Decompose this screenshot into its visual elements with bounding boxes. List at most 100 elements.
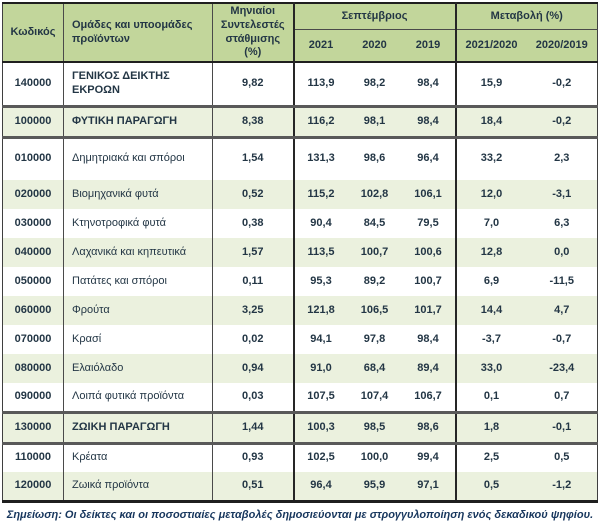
cell-change-2021-2020: 33,2 [480,152,503,165]
cell-weight: 9,82 [212,62,295,106]
header-year-2019: 2019 [401,29,457,62]
header-change-2021-2020: 2021/2020 [455,29,527,62]
cell-change-2020-2019: -0,2 [552,76,572,89]
cell-code: 040000 [2,238,64,267]
cell-sept-2020: 84,5 [363,216,386,229]
cell-sept-2020: 98,5 [347,412,402,443]
cell-sept-2021: 90,4 [310,216,332,229]
table-row: 010000 Δημητριακά και σπόροι 1,54 131,3 … [2,137,598,180]
cell-sept-2020: 98,6 [363,152,386,165]
cell-product-group: Ζωικά προϊόντα [63,472,213,501]
cell-change-2020-2019: -23,4 [526,354,598,383]
cell-product-group: Κτηνοτροφικά φυτά [63,209,213,238]
cell-code: 060000 [2,296,64,325]
cell-code: 030000 [2,209,64,238]
cell-change-2020-2019: 0,5 [554,451,570,464]
cell-weight: 1,54 [212,137,295,180]
cell-sept-2019: 100,6 [401,238,457,267]
cell-change-2020-2019: -0,7 [552,332,572,345]
cell-weight: 0,38 [212,209,295,238]
table-row: 140000 ΓΕΝΙΚΟΣ ΔΕΙΚΤΗΣ ΕΚΡΟΩΝ 9,82 113,9… [2,62,598,106]
cell-product-group: ΦΥΤΙΚΗ ΠΑΡΑΓΩΓΗ [63,106,213,137]
cell-change-2021-2020: 18,4 [455,106,527,137]
cell-change-2020-2019: -1,2 [526,472,598,501]
cell-code: 140000 [2,62,64,106]
table-row: 100000 ΦΥΤΙΚΗ ΠΑΡΑΓΩΓΗ 8,38 116,2 98,1 9… [2,106,598,137]
header-change-group: Μεταβολή (%) [455,3,598,31]
cell-code: 010000 [2,137,64,180]
cell-product-group: Δημητριακά και σπόροι [63,137,213,180]
cell-sept-2019: 97,1 [401,472,457,501]
cell-weight: 0,11 [212,267,295,296]
cell-weight: 0,51 [212,472,295,501]
cell-change-2021-2020: 6,9 [483,274,500,287]
table-body: 140000 ΓΕΝΙΚΟΣ ΔΕΙΚΤΗΣ ΕΚΡΟΩΝ 9,82 113,9… [2,62,598,501]
cell-code: 070000 [2,325,64,354]
cell-product-group: Ελαιόλαδο [63,354,213,383]
cell-sept-2020: 89,2 [363,274,386,287]
cell-change-2021-2020: 2,5 [483,451,500,464]
cell-sept-2020: 97,8 [363,332,386,345]
cell-weight: 0,52 [212,180,295,209]
cell-sept-2021: 113,9 [307,76,335,89]
cell-sept-2019: 96,4 [401,137,457,180]
cell-change-2021-2020: 12,8 [455,238,527,267]
cell-sept-2020: 100,0 [360,451,389,464]
table-header: Κωδικός Ομάδες και υποομάδες προϊόντων Μ… [2,3,598,62]
cell-code: 110000 [2,443,64,472]
cell-product-group: ΖΩΙΚΗ ΠΑΡΑΓΩΓΗ [63,412,213,443]
cell-product-group: Πατάτες και σπόροι [63,267,213,296]
table-row: 060000 Φρούτα 3,25 121,8 106,5 101,7 14,… [2,296,598,325]
cell-sept-2021: 115,2 [293,180,348,209]
cell-sept-2019: 106,1 [401,180,457,209]
cell-change-2021-2020: 33,0 [455,354,527,383]
cell-change-2020-2019: -3,1 [526,180,598,209]
cell-product-group: Λοιπά φυτικά προϊόντα [63,383,213,412]
header-september-group: Σεπτέμβριος [293,3,457,31]
output-price-index-table: Κωδικός Ομάδες και υποομάδες προϊόντων Μ… [2,2,598,503]
cell-change-2021-2020: 15,9 [480,76,503,89]
cell-code: 130000 [2,412,64,443]
table-row: 110000 Κρέατα 0,93 102,5 100,0 99,4 2,5 … [2,443,598,472]
cell-change-2020-2019: 4,7 [526,296,598,325]
cell-sept-2019: 79,5 [401,209,457,238]
cell-code: 090000 [2,383,64,412]
cell-sept-2019: 89,4 [401,354,457,383]
cell-change-2021-2020: 0,1 [483,389,500,402]
cell-sept-2019: 98,4 [401,325,457,354]
cell-change-2020-2019: -11,5 [549,274,574,287]
cell-sept-2021: 91,0 [293,354,348,383]
cell-sept-2021: 94,1 [310,332,332,345]
cell-sept-2021: 102,5 [307,451,335,464]
header-year-2020: 2020 [347,29,402,62]
cell-sept-2021: 96,4 [293,472,348,501]
header-code: Κωδικός [2,3,64,62]
table-row: 070000 Κρασί 0,02 94,1 97,8 98,4 -3,7 -0… [2,325,598,354]
cell-sept-2020: 68,4 [347,354,402,383]
header-year-row: 2021 2020 2019 2021/2020 2020/2019 [3,29,598,62]
table-row: 120000 Ζωικά προϊόντα 0,51 96,4 95,9 97,… [2,472,598,501]
header-weight: Μηνιαίοι Συντελεστές στάθμισης (%) [212,3,295,62]
cell-product-group: Φρούτα [63,296,213,325]
cell-weight: 1,44 [212,412,295,443]
cell-sept-2020: 98,2 [363,76,386,89]
table-row: 050000 Πατάτες και σπόροι 0,11 95,3 89,2… [2,267,598,296]
cell-change-2020-2019: -0,1 [526,412,598,443]
cell-change-2021-2020: 1,8 [455,412,527,443]
cell-sept-2021: 121,8 [293,296,348,325]
cell-code: 100000 [2,106,64,137]
cell-change-2020-2019: 0,7 [554,389,570,402]
cell-weight: 1,57 [212,238,295,267]
cell-weight: 0,94 [212,354,295,383]
cell-sept-2021: 131,3 [307,152,335,165]
header-change-2020-2019: 2020/2019 [526,29,598,62]
cell-sept-2019: 98,6 [401,412,457,443]
cell-sept-2021: 113,5 [293,238,348,267]
cell-sept-2021: 100,3 [293,412,348,443]
header-year-2021: 2021 [293,29,348,62]
table-row: 090000 Λοιπά φυτικά προϊόντα 0,03 107,5 … [2,383,598,412]
cell-code: 020000 [2,180,64,209]
cell-sept-2021: 95,3 [310,274,332,287]
cell-change-2021-2020: 0,5 [455,472,527,501]
cell-sept-2020: 107,4 [360,389,389,402]
